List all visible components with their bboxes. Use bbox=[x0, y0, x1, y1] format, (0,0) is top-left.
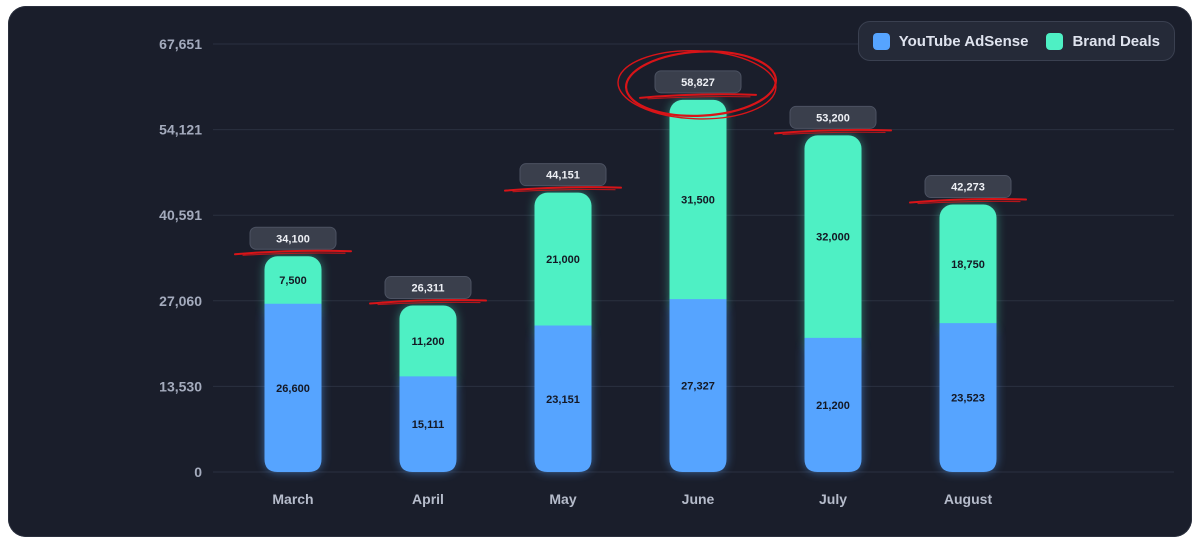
x-tick-label: July bbox=[819, 491, 847, 507]
red-circle-annotation bbox=[617, 49, 777, 120]
y-tick-label: 27,060 bbox=[159, 293, 202, 309]
segment-label-youtube-adsense: 27,327 bbox=[681, 381, 715, 393]
red-underline-annotation bbox=[647, 95, 751, 100]
x-axis-tick-labels: March April May June July August bbox=[272, 491, 992, 507]
red-underline-annotation bbox=[639, 93, 757, 99]
bar-glow-layer bbox=[264, 99, 997, 472]
total-label: 26,311 bbox=[411, 283, 444, 295]
segment-label-brand-deals: 18,750 bbox=[951, 259, 985, 271]
red-underline-annotation bbox=[782, 131, 886, 136]
bar-segment-youtube-adsense[interactable] bbox=[534, 325, 592, 472]
y-tick-label: 13,530 bbox=[159, 378, 202, 394]
bar-segment-youtube-adsense[interactable] bbox=[669, 299, 727, 472]
segment-label-brand-deals: 31,500 bbox=[681, 194, 715, 206]
y-tick-label: 67,651 bbox=[159, 36, 202, 52]
bars-layer bbox=[264, 99, 997, 472]
segment-label-youtube-adsense: 26,600 bbox=[276, 383, 310, 395]
legend-swatch-youtube-adsense bbox=[872, 32, 890, 50]
bar-segment-youtube-adsense[interactable] bbox=[939, 323, 997, 472]
red-underline-annotation bbox=[369, 298, 487, 305]
total-label-pill bbox=[789, 105, 877, 129]
red-underline-annotation bbox=[377, 301, 481, 306]
legend-label-brand-deals: Brand Deals bbox=[1072, 32, 1160, 50]
annotation-layer bbox=[234, 49, 1027, 306]
y-tick-label: 0 bbox=[194, 464, 202, 480]
total-label: 42,273 bbox=[951, 182, 985, 194]
segment-label-youtube-adsense: 15,111 bbox=[412, 419, 444, 431]
segment-label-brand-deals: 7,500 bbox=[279, 275, 307, 287]
bar-segment-brand-deals[interactable] bbox=[399, 305, 457, 390]
bar-segment-brand-deals[interactable] bbox=[264, 256, 322, 317]
chart-card: 0 13,530 27,060 40,591 54,121 67,651 26,600 7,… bbox=[8, 6, 1192, 537]
x-tick-label: April bbox=[412, 491, 444, 507]
legend-item-youtube-adsense[interactable]: YouTube AdSense bbox=[872, 32, 1029, 50]
legend: YouTube AdSense Brand Deals bbox=[857, 21, 1175, 61]
stacked-bar-chart: 0 13,530 27,060 40,591 54,121 67,651 26,600 7,… bbox=[159, 36, 1174, 507]
red-underline-annotation bbox=[512, 188, 616, 193]
segment-label-brand-deals: 32,000 bbox=[816, 232, 850, 244]
legend-swatch-brand-deals bbox=[1046, 32, 1064, 50]
bar-segment-youtube-adsense[interactable] bbox=[804, 337, 862, 472]
segment-label-youtube-adsense: 23,151 bbox=[546, 394, 580, 406]
segment-label-brand-deals: 21,000 bbox=[546, 254, 580, 266]
red-underline-annotation bbox=[234, 249, 352, 256]
total-label: 58,827 bbox=[681, 77, 715, 89]
total-label-pill bbox=[384, 276, 472, 300]
y-axis-tick-labels: 0 13,530 27,060 40,591 54,121 67,651 bbox=[159, 36, 202, 480]
legend-item-brand-deals[interactable]: Brand Deals bbox=[1046, 32, 1160, 50]
y-tick-label: 40,591 bbox=[159, 207, 202, 223]
red-underline-annotation bbox=[242, 252, 346, 256]
segment-label-brand-deals: 11,200 bbox=[411, 336, 444, 348]
bar-segment-brand-deals[interactable] bbox=[804, 135, 862, 351]
segment-label-youtube-adsense: 23,523 bbox=[951, 393, 985, 405]
total-label: 53,200 bbox=[816, 112, 850, 124]
bar-segment-brand-deals[interactable] bbox=[939, 204, 997, 337]
total-label-pill bbox=[924, 175, 1012, 199]
red-underline-annotation bbox=[774, 128, 892, 135]
x-tick-label: May bbox=[549, 491, 576, 507]
bar-segment-youtube-adsense[interactable] bbox=[264, 303, 322, 472]
bar-segment-brand-deals[interactable] bbox=[534, 192, 592, 339]
segment-label-youtube-adsense: 21,200 bbox=[816, 400, 850, 412]
total-label-pill bbox=[249, 226, 337, 250]
y-tick-label: 54,121 bbox=[159, 122, 202, 138]
red-underline-annotation bbox=[909, 197, 1027, 204]
x-tick-label: March bbox=[272, 491, 313, 507]
total-label: 34,100 bbox=[276, 233, 310, 245]
legend-label-youtube-adsense: YouTube AdSense bbox=[898, 32, 1029, 50]
total-label-pill bbox=[519, 163, 607, 187]
data-labels-layer: 26,600 7,500 34,100 15,111 11,200 26,311 23,15… bbox=[249, 70, 1012, 431]
red-circle-annotation bbox=[624, 50, 778, 117]
bar-segment-youtube-adsense[interactable] bbox=[399, 376, 457, 472]
x-tick-label: August bbox=[944, 491, 993, 507]
total-label-pill bbox=[654, 70, 742, 94]
bar-segment-brand-deals[interactable] bbox=[669, 99, 727, 313]
total-label: 44,151 bbox=[546, 170, 580, 182]
red-underline-annotation bbox=[504, 186, 622, 192]
x-tick-label: June bbox=[682, 491, 715, 507]
red-underline-annotation bbox=[917, 200, 1021, 205]
